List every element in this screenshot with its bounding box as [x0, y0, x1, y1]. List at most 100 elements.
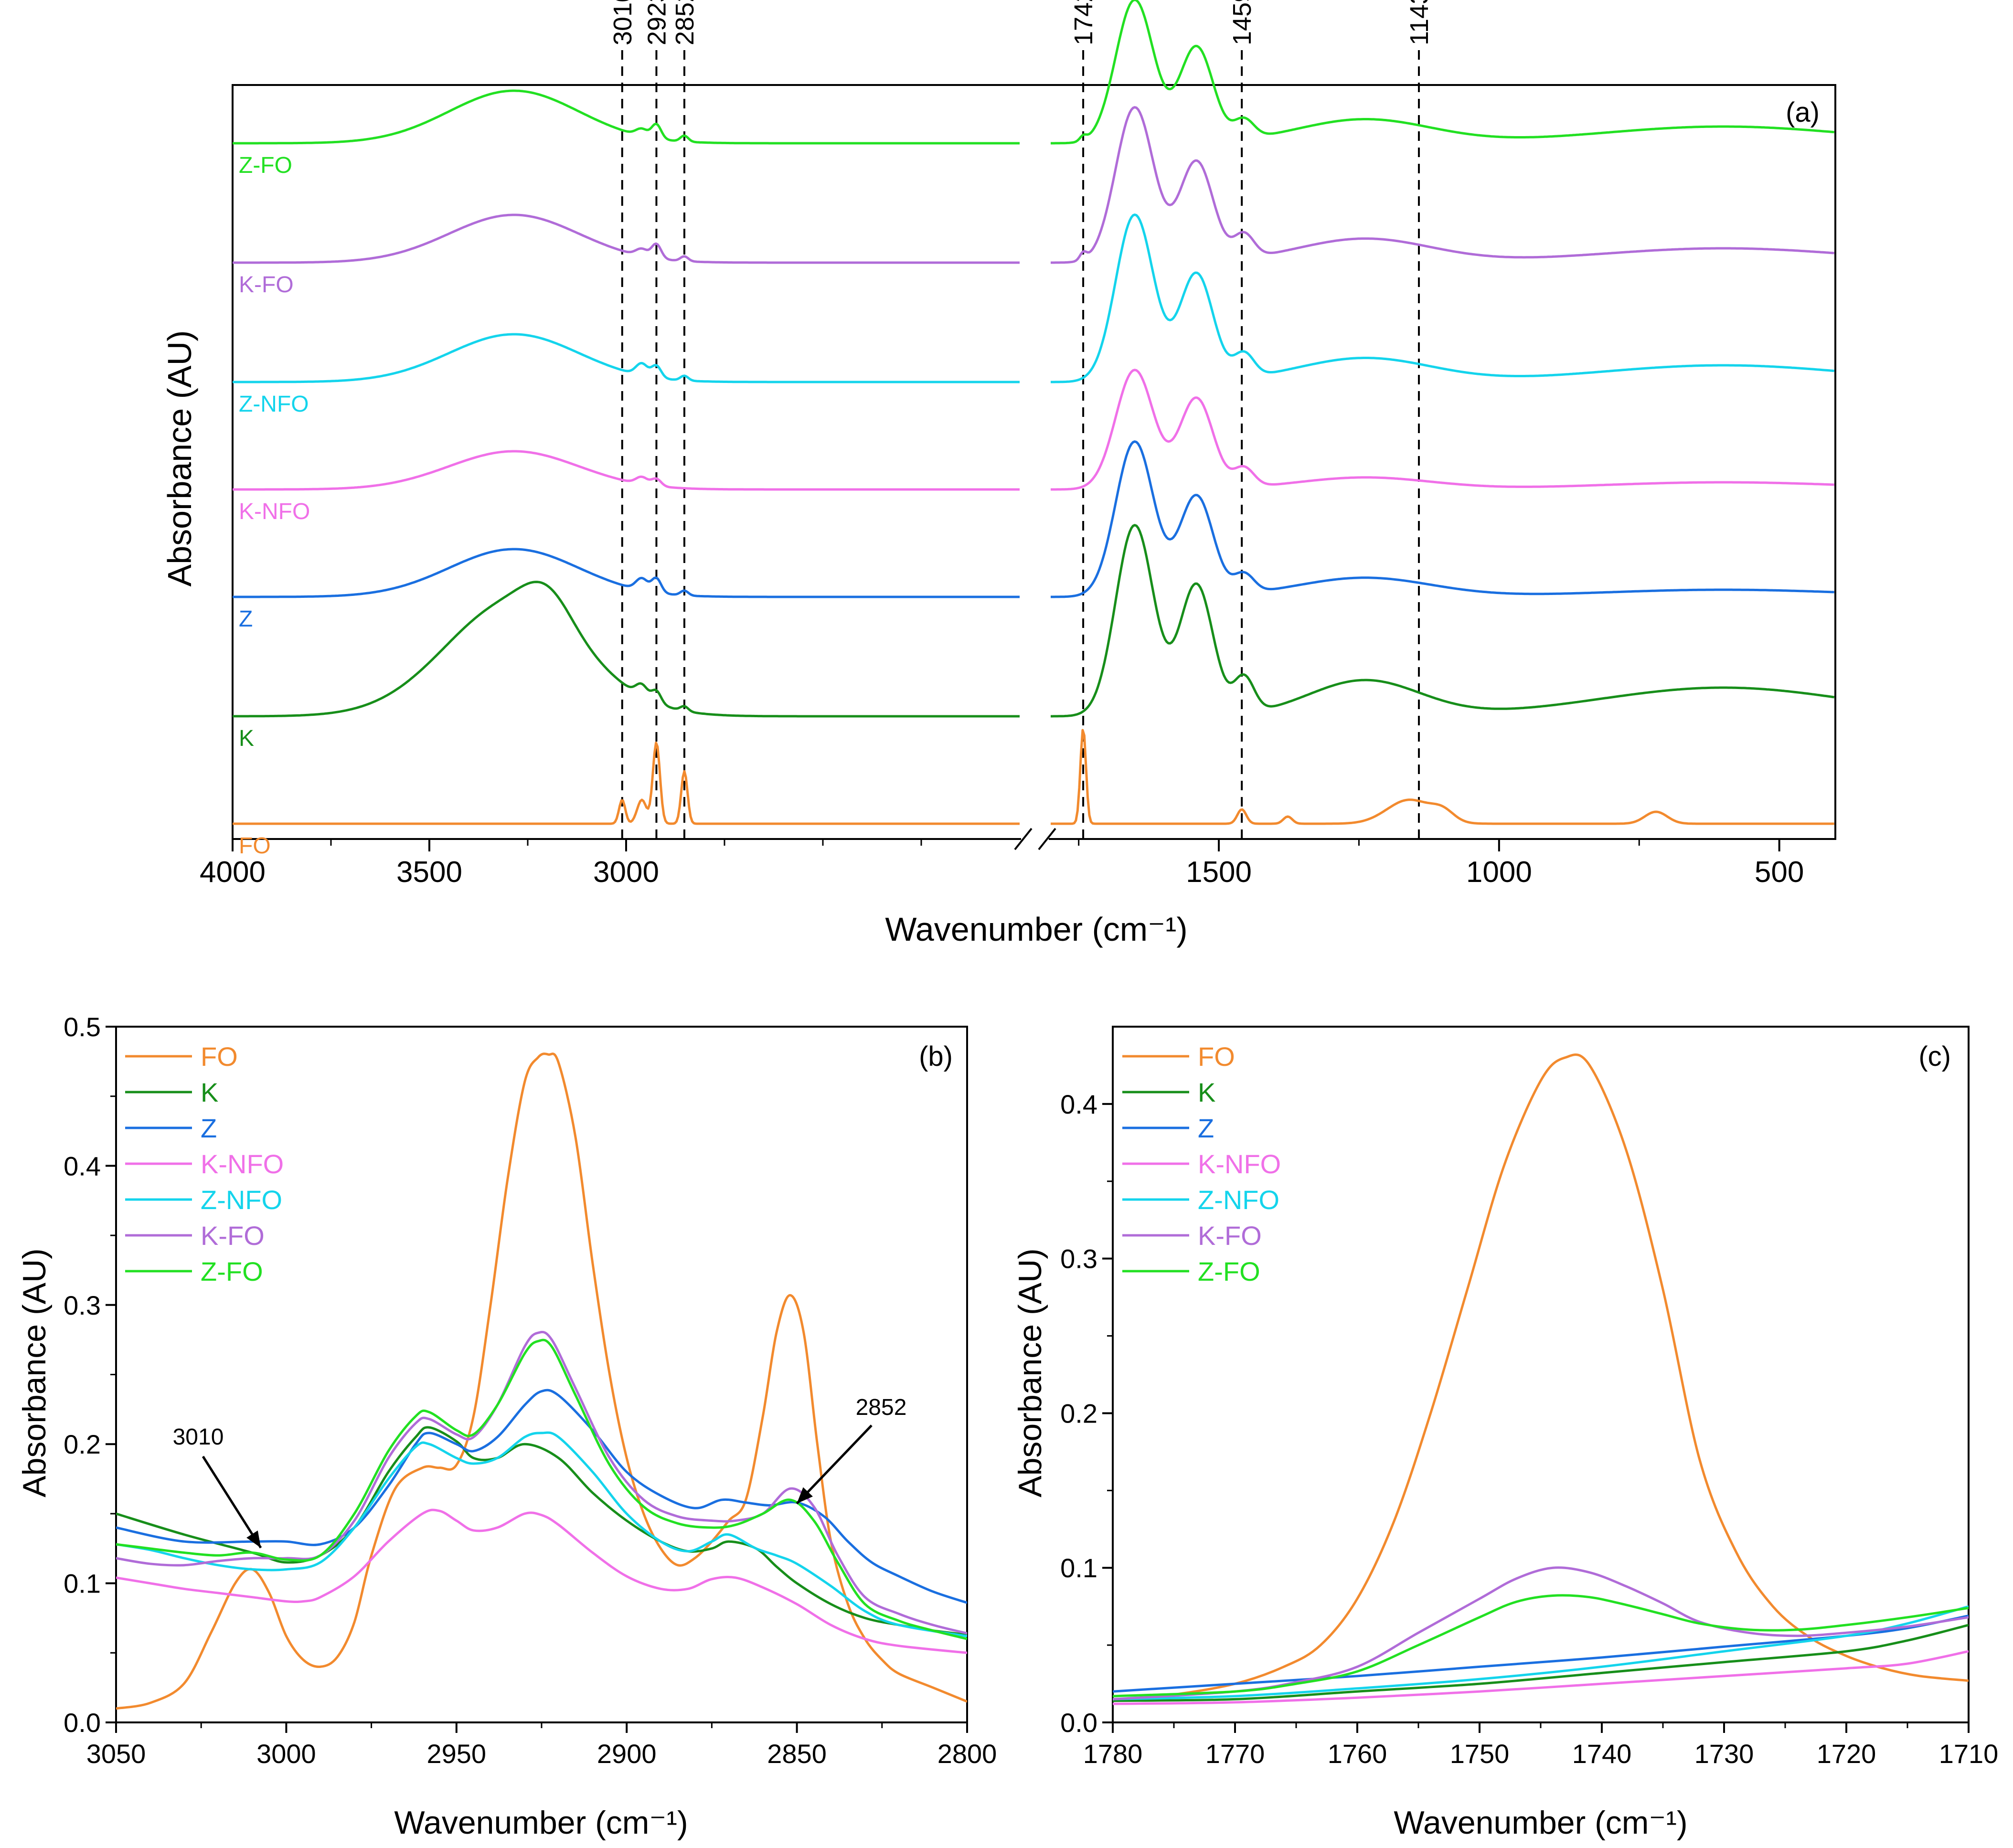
panel-c-series-line-z-fo: [1113, 1594, 1969, 1698]
series-line-z-high: [233, 548, 1020, 598]
series-label-k: K: [239, 726, 254, 751]
series-line-fo-high: [233, 742, 1020, 825]
panel-c-y-tick-label: 0.1: [1060, 1553, 1097, 1583]
panel-c-y-tick-label: 0.3: [1060, 1244, 1097, 1274]
panel-b-legend-label-k-nfo: K-NFO: [201, 1149, 284, 1179]
panel-a-axis-break-gap: [1021, 829, 1049, 849]
reference-line-label-2852: 2852: [671, 0, 699, 45]
panel-c-series-line-k-nfo: [1113, 1650, 1969, 1705]
panel-a-x-tick-label: 4000: [200, 856, 266, 889]
series-label-fo: FO: [239, 833, 271, 859]
reference-line-label-1143: 1143: [1405, 0, 1434, 45]
series-label-z: Z: [239, 606, 253, 632]
series-line-k-nfo-low: [1051, 369, 1834, 491]
panel-b-legend-label-k: K: [201, 1077, 218, 1107]
panel-b-series-line-k-nfo: [116, 1508, 967, 1654]
panel-c-legend-label-k: K: [1198, 1077, 1215, 1107]
panel-b-series-line-z-fo: [116, 1338, 967, 1640]
series-label-z-nfo: Z-NFO: [239, 392, 309, 417]
panel-a-label: (a): [1786, 97, 1820, 128]
series-line-z-nfo-low: [1051, 213, 1834, 383]
panel-b-y-tick-label: 0.2: [64, 1429, 101, 1459]
panel-c-y-tick-label: 0.4: [1060, 1089, 1097, 1119]
panel-b-y-axis-title: Absorbance (AU): [16, 1248, 53, 1498]
panel-c-legend-label-k-fo: K-FO: [1198, 1221, 1262, 1251]
panel-c-x-tick-label: 1720: [1817, 1739, 1876, 1769]
series-line-k-low: [1051, 524, 1835, 718]
series-line-k-high: [233, 581, 1020, 718]
panel-b-legend-label-z: Z: [201, 1113, 217, 1143]
panel-a-axis-break-mark: [1038, 828, 1056, 850]
series-line-k-fo-low: [1051, 106, 1834, 264]
reference-line-label-2923: 2923: [642, 0, 671, 45]
panel-b-y-tick-label: 0.0: [64, 1708, 101, 1738]
panel-b-annotation-2852: 2852: [856, 1395, 907, 1420]
panel-b-x-tick-label: 2950: [427, 1739, 487, 1769]
panel-a-x-axis-title: Wavenumber (cm⁻¹): [885, 911, 1187, 948]
panel-b-legend-label-z-fo: Z-FO: [201, 1256, 263, 1286]
panel-b-legend-label-z-nfo: Z-NFO: [201, 1185, 282, 1215]
panel-c-series-line-z-nfo: [1113, 1605, 1969, 1700]
panel-b-y-tick-label: 0.5: [64, 1012, 101, 1042]
panel-b-x-axis-title: Wavenumber (cm⁻¹): [394, 1805, 688, 1841]
panel-c-x-tick-label: 1730: [1694, 1739, 1754, 1769]
series-label-k-fo: K-FO: [239, 272, 294, 297]
panel-b-y-tick-label: 0.3: [64, 1290, 101, 1320]
panel-b-series-line-z: [116, 1389, 967, 1604]
panel-b-annotation-arrowhead-2852: [797, 1487, 813, 1504]
panel-a-x-tick-label: 1500: [1186, 856, 1252, 889]
panel-b-x-tick-label: 2900: [597, 1739, 657, 1769]
panel-a-x-tick-label: 500: [1755, 856, 1804, 889]
panel-c-legend-label-z: Z: [1198, 1113, 1214, 1143]
panel-c-frame: [1112, 1026, 1970, 1723]
panel-a-x-tick-label: 1000: [1466, 856, 1532, 889]
panel-c-legend-label-fo: FO: [1198, 1041, 1235, 1072]
series-line-k-fo-high: [233, 213, 1020, 264]
panel-b-x-tick-label: 2800: [937, 1739, 997, 1769]
panel-b-series-line-z-nfo: [116, 1431, 967, 1637]
series-line-z-fo-low: [1051, 0, 1834, 145]
panel-c-x-tick-label: 1750: [1450, 1739, 1510, 1769]
panel-c-legend-label-z-fo: Z-FO: [1198, 1256, 1260, 1286]
panel-b-annotation-3010: 3010: [173, 1424, 224, 1450]
panel-b-series-line-k-fo: [116, 1331, 967, 1635]
series-line-fo-low: [1051, 729, 1834, 825]
panel-c-x-tick-label: 1770: [1205, 1739, 1265, 1769]
panel-b-label: (b): [919, 1041, 953, 1072]
panel-b-legend-label-fo: FO: [201, 1041, 238, 1072]
panel-c-series-line-fo: [1113, 1053, 1969, 1702]
panel-a-axis-break-mark: [1014, 828, 1033, 850]
panel-c-label: (c): [1918, 1041, 1951, 1072]
panel-c-legend-label-z-nfo: Z-NFO: [1198, 1185, 1279, 1215]
reference-line-label-3010: 3010: [608, 0, 637, 45]
panel-a-frame: [232, 84, 1836, 840]
panel-c-x-tick-label: 1710: [1939, 1739, 1999, 1769]
panel-b-y-tick-label: 0.4: [64, 1151, 101, 1181]
panel-b-annotation-arrowhead-3010: [246, 1530, 261, 1548]
panel-b-y-tick-label: 0.1: [64, 1569, 101, 1599]
panel-c-series-line-k-fo: [1113, 1566, 1969, 1700]
panel-c-x-tick-label: 1740: [1572, 1739, 1632, 1769]
panel-c-series-line-z: [1113, 1614, 1969, 1693]
panel-c: (c) Wavenumber (cm⁻¹) Absorbance (AU) 17…: [1012, 1026, 1999, 1841]
panel-c-y-tick-label: 0.2: [1060, 1398, 1097, 1428]
series-label-k-nfo: K-NFO: [239, 499, 310, 524]
panel-c-y-tick-label: 0.0: [1060, 1708, 1097, 1738]
panel-b-annotation-arrow-3010: [202, 1455, 262, 1549]
panel-c-x-tick-label: 1780: [1083, 1739, 1143, 1769]
panel-c-y-axis-title: Absorbance (AU): [1012, 1248, 1048, 1498]
series-line-z-fo-high: [233, 89, 1020, 145]
panel-b-x-tick-label: 2850: [767, 1739, 827, 1769]
panel-a-y-axis-title: Absorbance (AU): [161, 330, 198, 587]
panel-c-series-line-k: [1113, 1624, 1969, 1702]
panel-b-annotation-arrow-2852: [796, 1424, 873, 1505]
panel-a-x-tick-label: 3500: [396, 856, 462, 889]
reference-line-label-1459: 1459: [1228, 0, 1257, 45]
series-line-z-nfo-high: [233, 333, 1020, 383]
panel-b: (b) Wavenumber (cm⁻¹) Absorbance (AU) 30…: [16, 1012, 997, 1841]
panel-a-x-tick-label: 3000: [593, 856, 659, 889]
reference-line-label-1742: 1742: [1069, 0, 1098, 45]
series-label-z-fo: Z-FO: [239, 153, 292, 178]
series-line-z-low: [1051, 440, 1834, 598]
